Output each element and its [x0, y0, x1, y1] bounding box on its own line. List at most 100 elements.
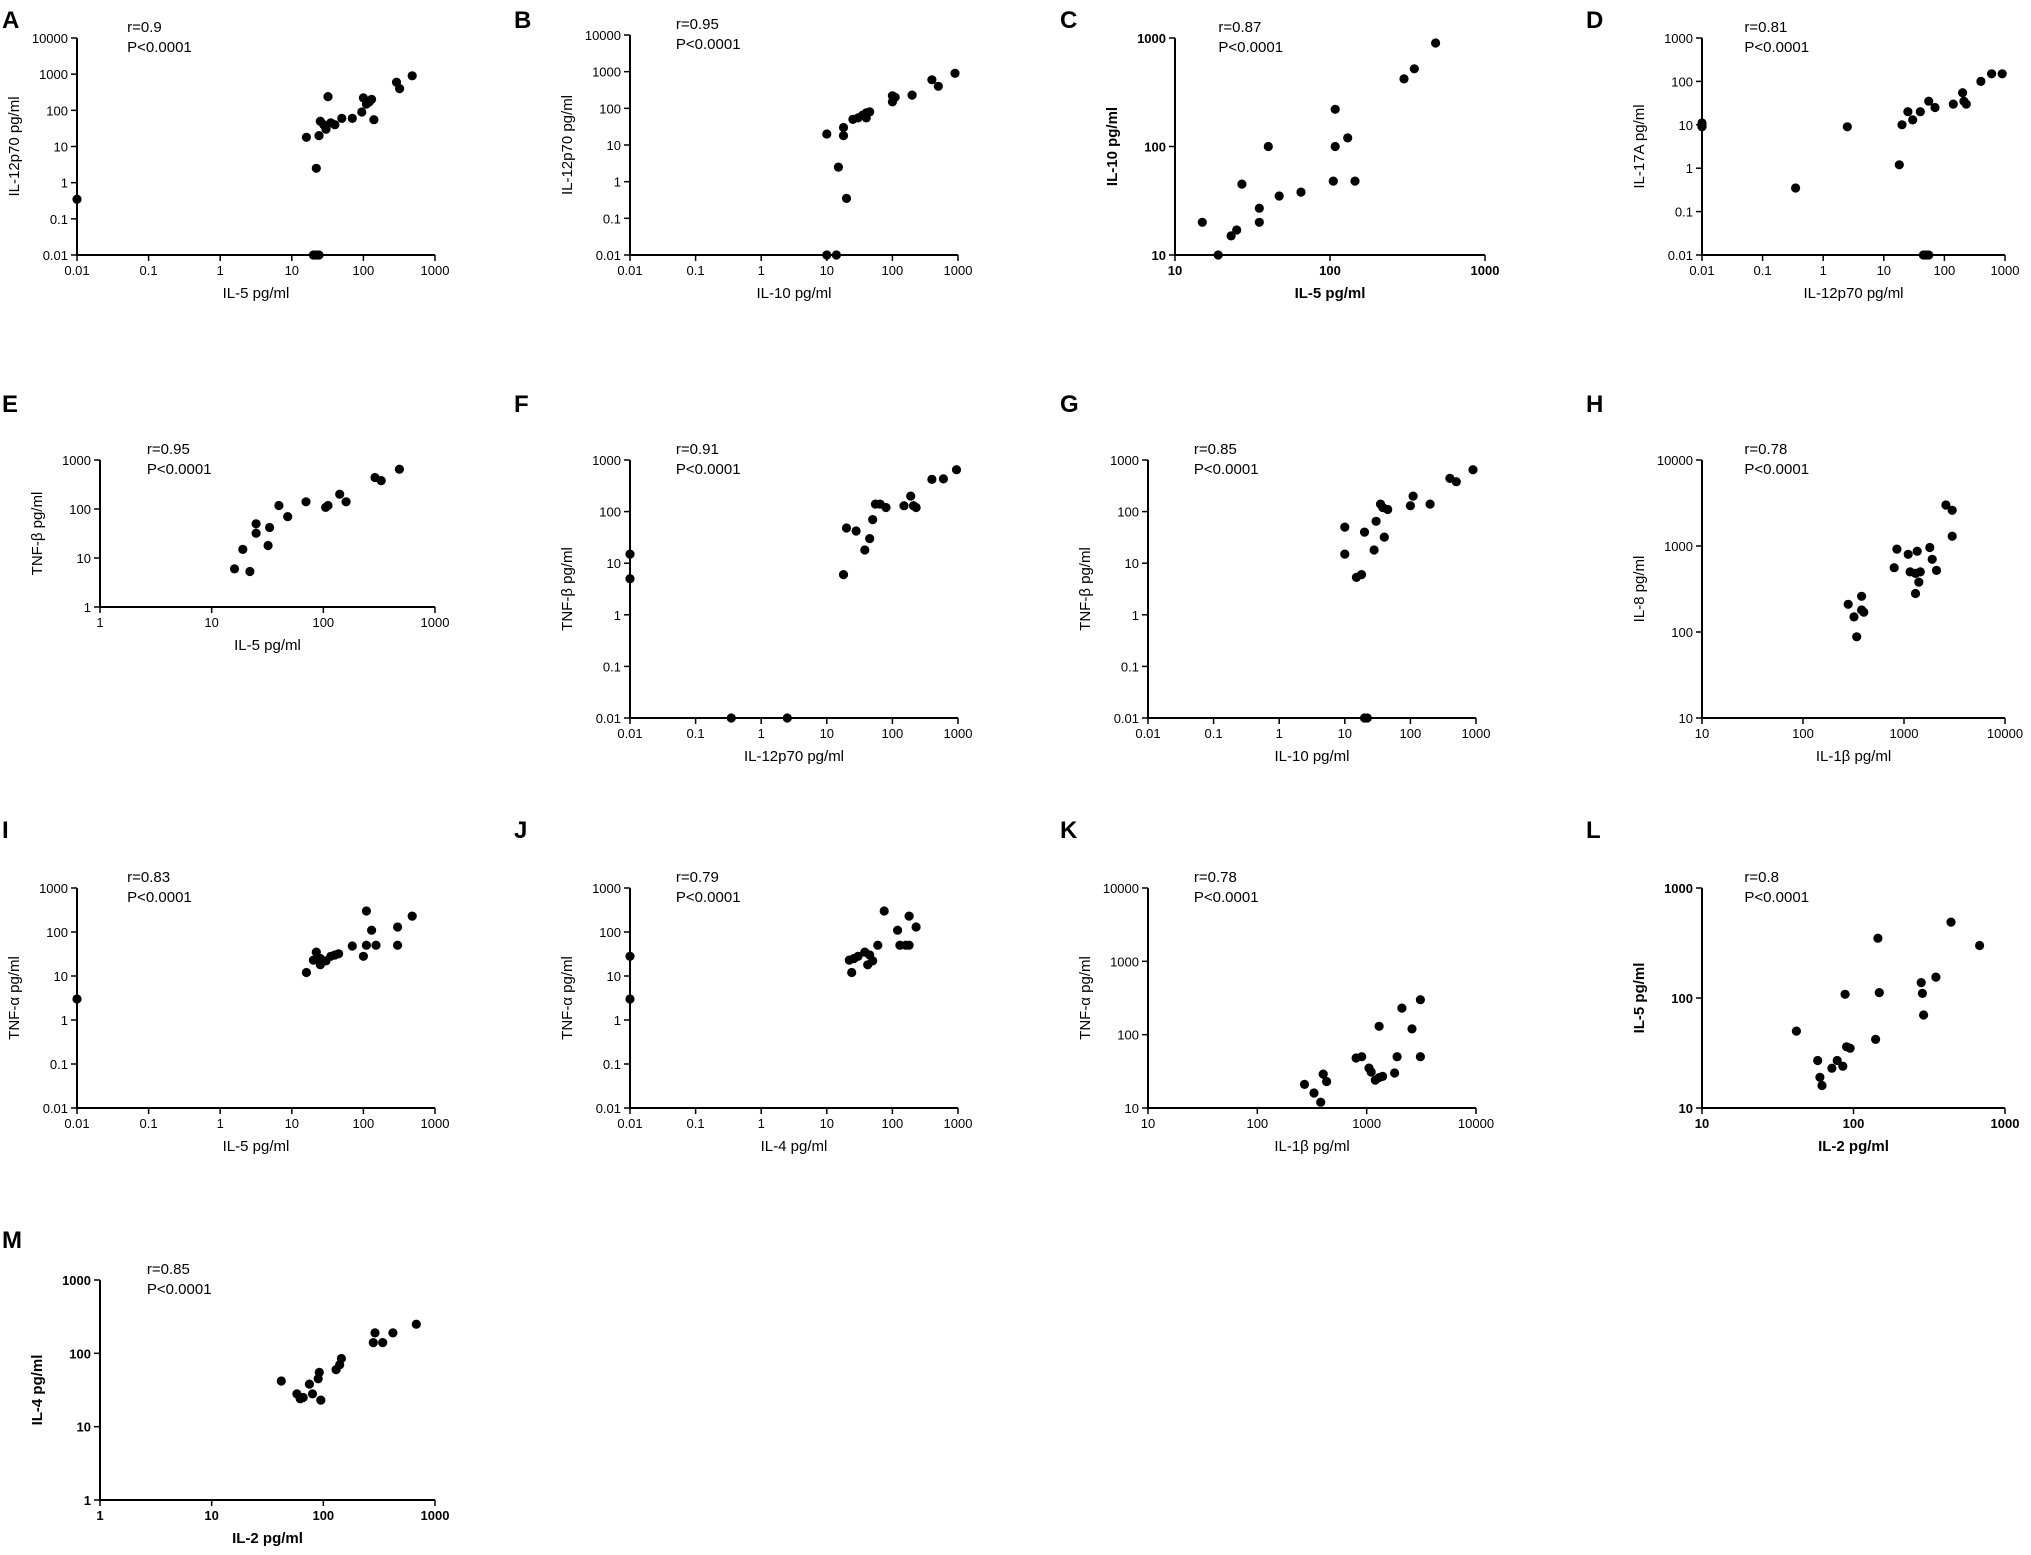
panel-m-x-label: IL-2 pg/ml [232, 1530, 303, 1547]
panel-c-y-tick-label: 10 [1152, 248, 1166, 263]
panel-a-point [314, 250, 324, 260]
panel-i-point [393, 940, 403, 950]
panel-k-point [1357, 1052, 1367, 1062]
panel-c-point [1399, 74, 1409, 84]
panel-f-x-tick-label: 0.01 [617, 726, 642, 741]
panel-e-letter: E [2, 391, 18, 418]
panel-j-y-tick-label: 0.1 [603, 1057, 621, 1072]
panel-c-point [1330, 104, 1340, 114]
panel-d-point [1958, 88, 1968, 98]
panel-i-y-tick-label: 0.01 [43, 1101, 68, 1116]
panel-h-point [1859, 607, 1869, 617]
panel-j-point [853, 951, 863, 961]
panel-k-stat-r: r=0.78 [1194, 869, 1237, 886]
panel-m-point [388, 1328, 398, 1338]
panel-c-stat-p: P<0.0001 [1218, 39, 1283, 56]
panel-c-point [1350, 176, 1360, 186]
panel-e-x-tick-label: 1 [96, 615, 103, 630]
panel-a-stat-p: P<0.0001 [127, 39, 192, 56]
panel-d-point [1987, 69, 1997, 79]
panel-j-point [911, 922, 921, 932]
panel-k-y-tick-label: 10 [1125, 1101, 1139, 1116]
panel-e-x-label: IL-5 pg/ml [234, 637, 301, 654]
panel-i-point [371, 940, 381, 950]
panel-b-stat-p: P<0.0001 [676, 36, 741, 53]
panel-h-letter: H [1586, 391, 1603, 418]
panel-i-x-tick-label: 1000 [421, 1116, 450, 1131]
panel-a-point [321, 124, 331, 134]
panel-d-x-tick-label: 1 [1820, 263, 1827, 278]
panel-i: I 0.01 0.1 1 10 100 1000 0.01 0.1 1 10 100 1000 IL-5 … [2, 817, 449, 1155]
panel-b-point [865, 107, 875, 117]
panel-i-point [361, 940, 371, 950]
panel-g-x-tick-label: 100 [1400, 726, 1422, 741]
panel-m-point [316, 1395, 326, 1405]
panel-l-point [1975, 940, 1985, 951]
panel-g-y-label: TNF-β pg/ml [1077, 547, 1094, 631]
panel-g-point [1340, 522, 1350, 532]
panel-i-letter: I [2, 817, 9, 844]
panel-h-y-label: IL-8 pg/ml [1631, 556, 1648, 623]
panel-a-x-tick-label: 0.01 [64, 263, 89, 278]
panel-h: H 10 100 1000 10000 10 100 1000 10000 IL-1β pg/ml… [1586, 391, 2023, 765]
panel-b-stat-r: r=0.95 [676, 16, 719, 33]
panel-j-y-tick-label: 10 [607, 969, 621, 984]
panel-k-point [1378, 1071, 1388, 1081]
panel-f: F 0.01 0.1 1 10 100 1000 0.01 0.1 1 10 100 1000 IL-12… [514, 391, 972, 765]
panel-c-x-tick-label: 100 [1319, 263, 1341, 278]
panel-a-x-tick-label: 100 [353, 263, 375, 278]
panel-a-x-tick-label: 1 [217, 263, 224, 278]
panel-a-point [311, 163, 321, 173]
panel-k-x-tick-label: 10 [1141, 1116, 1155, 1131]
panel-m-y-tick-label: 10 [77, 1420, 91, 1435]
panel-f-point [851, 526, 861, 536]
panel-l-point [1827, 1063, 1837, 1073]
panel-f-y-tick-label: 10 [607, 556, 621, 571]
panel-b-letter: B [514, 7, 531, 34]
panel-c-point [1213, 250, 1223, 260]
panel-b-point [831, 250, 842, 260]
panel-a-y-tick-label: 10000 [32, 31, 68, 46]
panel-i-point [334, 949, 344, 959]
panel-i-point [301, 967, 311, 978]
panel-a-stat-r: r=0.9 [127, 19, 162, 36]
panel-h-point [1849, 612, 1859, 622]
panel-f-x-tick-label: 100 [882, 726, 904, 741]
panel-l-x-label: IL-2 pg/ml [1818, 1138, 1889, 1155]
panel-m-point [314, 1367, 324, 1377]
panel-d-point [1997, 69, 2007, 79]
panel-j-point [873, 940, 883, 950]
panel-k-y-tick-label: 10000 [1103, 881, 1139, 896]
panel-f-y-tick-label: 1 [614, 608, 621, 623]
panel-g-letter: G [1060, 391, 1079, 418]
panel-b-point [841, 193, 852, 203]
panel-c-y-tick-label: 100 [1144, 140, 1166, 155]
panel-d-point [1948, 99, 1958, 109]
panel-m-y-tick-label: 100 [69, 1346, 91, 1361]
panel-d-x-tick-label: 0.1 [1754, 263, 1772, 278]
panel-d: D 0.01 0.1 1 10 100 1000 0.01 0.1 1 10 100 1000 IL-12… [1586, 7, 2019, 302]
panel-m-stat-p: P<0.0001 [147, 1281, 212, 1298]
panel-m-x-tick-label: 10 [204, 1508, 218, 1523]
panel-d-y-tick-label: 0.01 [1668, 248, 1693, 263]
panel-l-point [1874, 988, 1884, 998]
panel-l-point [1817, 1080, 1827, 1091]
panel-g-y-tick-label: 0.01 [1114, 711, 1139, 726]
panel-c-point [1274, 191, 1284, 201]
panel-m-y-label: IL-4 pg/ml [29, 1355, 46, 1426]
panel-b-x-tick-label: 1 [758, 263, 765, 278]
panel-e-point [341, 497, 351, 507]
panel-k-point [1322, 1076, 1332, 1087]
panel-h-point [1843, 599, 1853, 609]
panel-h-y-tick-label: 100 [1671, 625, 1693, 640]
panel-l-point [1871, 1034, 1881, 1044]
panel-e-point [265, 522, 275, 533]
panel-e-point [229, 564, 240, 574]
panel-d-y-label: IL-17A pg/ml [1631, 104, 1648, 188]
panel-l-point [1838, 1061, 1848, 1071]
panel-g-point [1405, 501, 1415, 511]
panel-m: M 1 10 100 1000 1 10 100 1000 IL-2 pg/ml IL-4 pg/m… [2, 1227, 449, 1547]
panel-k-point [1390, 1068, 1400, 1078]
panel-h-x-label: IL-1β pg/ml [1816, 748, 1891, 765]
panel-a-point [314, 131, 324, 141]
